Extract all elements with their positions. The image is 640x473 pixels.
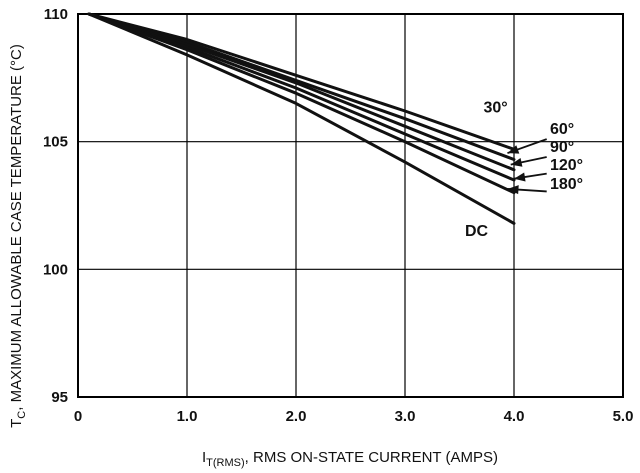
arrowhead-60deg [507,145,520,154]
curve-annotations: 30° 60°90°120° 180° DC [465,99,583,240]
y-tick-label: 95 [51,389,68,406]
x-tick-label: 3.0 [395,408,416,425]
y-axis-title-sub: C [16,411,28,419]
label-30deg: 30° [483,99,507,116]
curve-90deg [87,12,516,172]
y-tick-labels: 95 100 105 110 [43,6,68,406]
arrowhead-120deg [514,172,526,182]
x-axis-title: IT(RMS), RMS ON-STATE CURRENT (AMPS) [202,449,498,469]
arrowhead-90deg [510,157,523,167]
y-axis-title-main: T [8,419,25,428]
curve-120deg [87,12,516,182]
arrowhead-180deg [507,185,519,195]
x-tick-label: 1.0 [177,408,198,425]
x-tick-label: 0 [74,408,82,425]
curve-30deg [87,12,516,151]
curves [87,12,516,225]
x-tick-label: 4.0 [504,408,525,425]
gridlines [78,14,623,397]
x-tick-label: 2.0 [286,408,307,425]
plot-frame [77,13,624,398]
x-axis-title-main: I [202,449,206,466]
y-tick-label: 110 [44,6,68,23]
y-tick-label: 100 [43,261,68,278]
x-tick-labels: 0 1.0 2.0 3.0 4.0 5.0 [74,408,634,425]
y-tick-label: 105 [43,134,68,151]
x-axis-title-sub: T(RMS) [206,457,245,469]
x-tick-label: 5.0 [613,408,634,425]
x-axis-title-rest: , RMS ON-STATE CURRENT (AMPS) [245,449,498,466]
label-dc: DC [465,223,489,240]
curve-180deg [87,12,516,195]
label-90deg: 90° [550,139,574,156]
label-120deg: 120° [550,157,583,174]
label-180deg: 180° [550,176,583,193]
curve-60deg [87,12,516,161]
y-axis-title-rest: , MAXIMUM ALLOWABLE CASE TEMPERATURE (°C… [8,44,25,411]
label-60deg: 60° [550,121,574,138]
curve-dc [87,12,516,225]
y-axis-title: TC, MAXIMUM ALLOWABLE CASE TEMPERATURE (… [8,44,28,428]
